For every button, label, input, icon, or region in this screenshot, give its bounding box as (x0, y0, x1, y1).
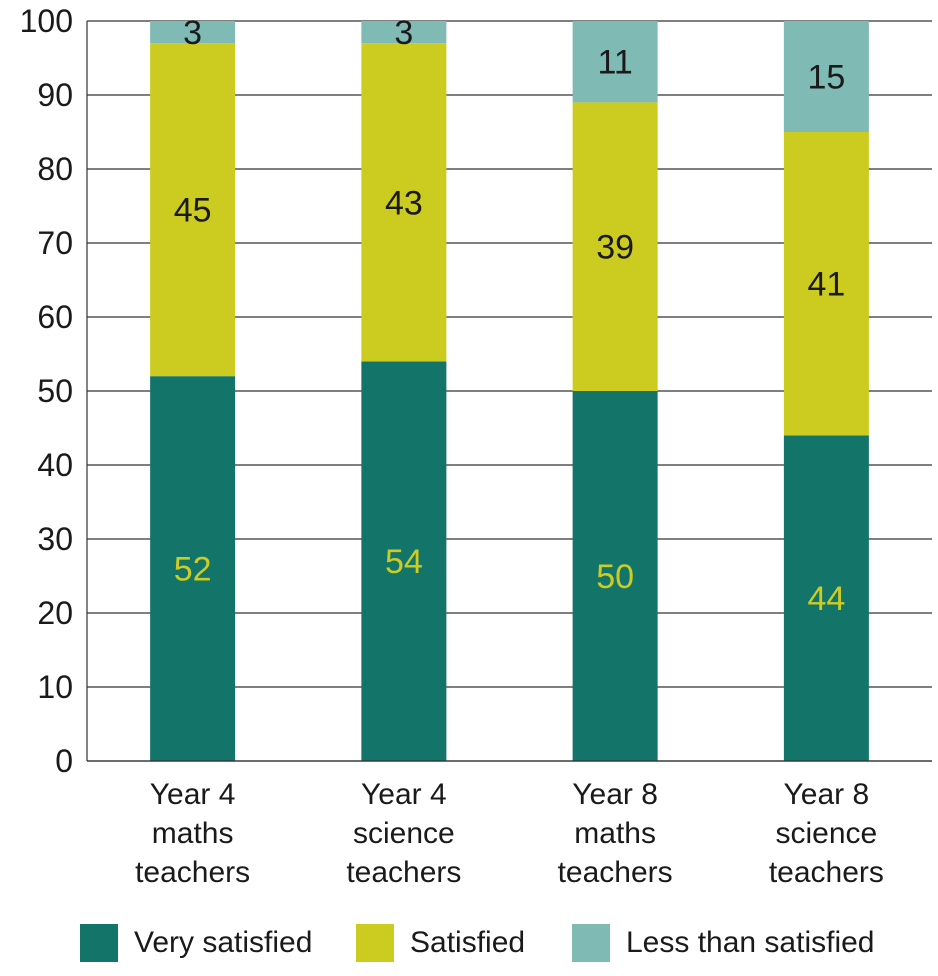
data-label-2-1: 3 (394, 14, 413, 52)
data-label-1-2: 39 (596, 229, 634, 267)
y-tick-label-10: 10 (37, 669, 73, 705)
legend-item-less-than-satisfied: Less than satisfied (572, 915, 874, 971)
bar-segment-2-3 (783, 21, 869, 132)
x-tick-label-line: science (776, 817, 878, 850)
chart-canvas: 0 10 20 30 40 50 60 70 80 90 100 52 45 3 Year 4 maths te… (20, 3, 932, 889)
legend-label-less-than-satisfied: Less than satisfied (626, 926, 875, 959)
chart-legend: Very satisfied Satisfied Less than satis… (0, 915, 938, 971)
bar-segment-1-0 (150, 43, 236, 377)
bar-segment-1-1 (361, 43, 447, 362)
y-tick-label-40: 40 (37, 447, 73, 483)
data-label-0-0: 52 (174, 551, 212, 589)
data-label-0-1: 54 (385, 543, 423, 581)
data-label-2-2: 11 (597, 44, 632, 82)
x-tick-label-3: Year 8 science teachers (769, 778, 884, 889)
y-tick-label-20: 20 (37, 595, 73, 631)
bar-segment-0-3 (783, 435, 869, 761)
x-tick-label-line: teachers (769, 856, 884, 889)
legend-swatch-satisfied (356, 924, 394, 962)
bar-segment-0-1 (361, 361, 447, 761)
bar-segment-0-2 (572, 391, 658, 761)
x-tick-label-line: maths (152, 817, 234, 850)
data-label-1-3: 41 (807, 266, 845, 304)
bar-segment-2-2 (572, 21, 658, 103)
legend-item-very-satisfied: Very satisfied (80, 915, 312, 971)
bar-segment-0-0 (150, 376, 236, 761)
y-tick-label-30: 30 (37, 521, 73, 557)
y-tick-label-90: 90 (37, 77, 73, 113)
bar-segment-1-2 (572, 102, 658, 392)
bar-segment-2-1 (361, 21, 447, 44)
x-tick-label-line: science (353, 817, 455, 850)
x-tick-label-line: teachers (346, 856, 461, 889)
data-label-1-1: 43 (385, 184, 423, 222)
legend-swatch-less-than-satisfied (572, 924, 610, 962)
x-tick-label-line: Year 8 (784, 778, 870, 811)
y-tick-label-0: 0 (55, 743, 73, 779)
legend-label-satisfied: Satisfied (410, 926, 526, 959)
x-tick-label-line: Year 4 (361, 778, 447, 811)
x-tick-label-1: Year 4 science teachers (346, 778, 461, 889)
x-tick-label-0: Year 4 maths teachers (135, 778, 250, 889)
data-label-2-0: 3 (183, 14, 202, 52)
y-tick-label-70: 70 (37, 225, 73, 261)
legend-item-satisfied: Satisfied (356, 915, 525, 971)
legend-swatch-very-satisfied (80, 924, 118, 962)
x-tick-label-line: Year 8 (572, 778, 658, 811)
x-tick-label-line: maths (574, 817, 656, 850)
x-tick-label-line: Year 4 (150, 778, 236, 811)
bar-segment-2-0 (150, 21, 236, 44)
bar-segment-1-3 (783, 132, 869, 436)
legend-label-very-satisfied: Very satisfied (134, 926, 313, 959)
x-tick-label-line: teachers (558, 856, 673, 889)
y-tick-label-60: 60 (37, 299, 73, 335)
y-tick-label-100: 100 (20, 3, 73, 39)
data-label-2-3: 15 (807, 59, 845, 97)
data-label-0-3: 44 (807, 580, 845, 618)
y-tick-label-50: 50 (37, 373, 73, 409)
data-label-1-0: 45 (174, 192, 212, 230)
data-label-0-2: 50 (596, 558, 634, 596)
x-tick-label-line: teachers (135, 856, 250, 889)
x-tick-label-2: Year 8 maths teachers (558, 778, 673, 889)
y-tick-label-80: 80 (37, 151, 73, 187)
